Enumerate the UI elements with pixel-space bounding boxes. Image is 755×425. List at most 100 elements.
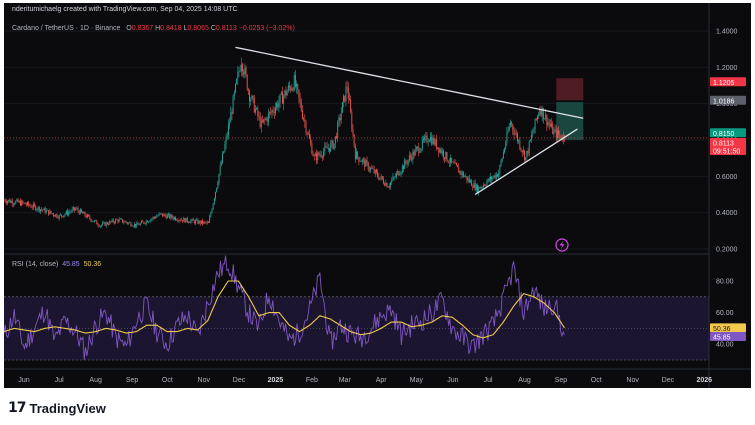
candle-body xyxy=(72,207,74,210)
candle-body xyxy=(158,213,160,216)
candle-body xyxy=(188,221,189,223)
candle-body xyxy=(290,87,292,91)
candle-body xyxy=(531,134,533,140)
candle-body xyxy=(15,201,17,204)
symbol-name[interactable]: Cardano / TetherUS · 1D · Binance xyxy=(12,25,121,32)
rsi-axis[interactable]: 80.00 60.00 40.00 xyxy=(716,279,734,349)
stop-zone[interactable] xyxy=(556,78,584,101)
time-tick-label: Apr xyxy=(376,377,388,384)
candle-body xyxy=(141,221,142,224)
candle-body xyxy=(209,216,211,223)
chart-svg[interactable]: 1.40001.20001.00000.80000.60000.40000.20… xyxy=(4,3,751,388)
candle-body xyxy=(412,151,414,161)
ascending-trendline[interactable] xyxy=(474,128,578,196)
candle-body xyxy=(532,132,534,135)
candle-body xyxy=(138,224,140,226)
candle-body xyxy=(408,155,410,160)
symbol-legend[interactable]: Cardano / TetherUS · 1D · Binance O0.836… xyxy=(12,25,295,32)
candle-body xyxy=(177,220,179,221)
candle-body xyxy=(71,209,73,212)
candle-body xyxy=(84,212,86,216)
candle-body xyxy=(427,141,429,143)
candle-body xyxy=(143,221,145,224)
candle-body xyxy=(455,163,457,166)
candle-body xyxy=(401,165,403,173)
candle-body xyxy=(276,103,278,108)
candle-body xyxy=(176,220,178,221)
candle-body xyxy=(161,213,162,214)
candle-body xyxy=(467,178,469,181)
candle-body xyxy=(286,91,288,96)
candle-body xyxy=(358,157,360,162)
candle-body xyxy=(67,211,68,215)
time-axis[interactable]: Jun Jul Aug Sep Oct Nov Dec 2025 Feb Mar Apr May Jun… xyxy=(18,377,712,384)
candle-body xyxy=(90,218,92,222)
candle-body xyxy=(41,209,43,210)
candle-body xyxy=(49,210,51,215)
candle-body xyxy=(243,71,245,75)
candle-body xyxy=(79,209,81,214)
descending-trendline[interactable] xyxy=(235,46,584,119)
candle-body xyxy=(300,101,302,111)
candle-body xyxy=(12,203,14,205)
candle-body xyxy=(544,118,545,120)
candle-body xyxy=(255,109,256,113)
time-tick-label: Jul xyxy=(484,377,493,384)
candle-body xyxy=(118,219,120,222)
candle-body xyxy=(327,148,329,149)
candle-body xyxy=(558,130,560,135)
chart-area[interactable]: 1.40001.20001.00000.80000.60000.40000.20… xyxy=(4,3,751,388)
candle-body xyxy=(129,222,131,224)
candle-body xyxy=(257,107,259,117)
candle-body xyxy=(36,209,38,211)
rsi-legend[interactable]: RSI (14, close) 45.85 50.36 xyxy=(12,261,101,268)
candle-body xyxy=(63,215,65,217)
candle-body xyxy=(210,212,212,217)
candle-body xyxy=(411,157,413,161)
candle-body xyxy=(8,199,10,202)
candle-body xyxy=(197,219,199,224)
time-tick-label: Aug xyxy=(518,377,531,384)
candle-body xyxy=(48,210,50,215)
candle-body xyxy=(471,180,473,187)
candle-body xyxy=(202,220,204,224)
candle-body xyxy=(58,215,60,219)
close-label: C xyxy=(210,25,216,32)
candle-body xyxy=(352,129,354,135)
candle-body xyxy=(75,208,77,210)
candle-body xyxy=(518,140,520,141)
candle-body xyxy=(340,112,342,121)
candle-body xyxy=(517,133,518,141)
candle-body xyxy=(242,64,243,72)
lightning-icon[interactable] xyxy=(555,238,569,252)
candle-body xyxy=(513,129,515,135)
candle-body xyxy=(215,191,216,199)
candle-body xyxy=(387,187,389,188)
candle-body xyxy=(244,67,246,75)
candle-body xyxy=(311,143,313,154)
candle-body xyxy=(415,147,417,150)
candle-body xyxy=(482,185,484,188)
candle-body xyxy=(403,165,404,169)
candle-body xyxy=(153,216,155,218)
candle-body xyxy=(91,221,93,222)
candle-body xyxy=(183,218,185,222)
candle-body xyxy=(292,88,294,91)
candle-body xyxy=(279,94,281,103)
rsi-label[interactable]: RSI (14, close) xyxy=(12,261,59,268)
candle-body xyxy=(106,222,108,225)
tradingview-logo[interactable]: 17 TradingView xyxy=(8,399,106,417)
candle-body xyxy=(119,218,121,220)
candle-body xyxy=(488,178,490,181)
candle-body xyxy=(198,220,200,224)
candle-body xyxy=(47,210,48,211)
candle-body xyxy=(381,176,383,180)
candle-body xyxy=(417,146,419,148)
candle-body xyxy=(323,151,325,157)
change-value: −0.0253 (−3.02%) xyxy=(238,25,295,32)
low-value: 0.8065 xyxy=(187,25,209,32)
candle-body xyxy=(377,172,379,177)
candle-body xyxy=(34,204,35,206)
candle-body xyxy=(20,201,21,206)
candle-body xyxy=(326,146,328,149)
